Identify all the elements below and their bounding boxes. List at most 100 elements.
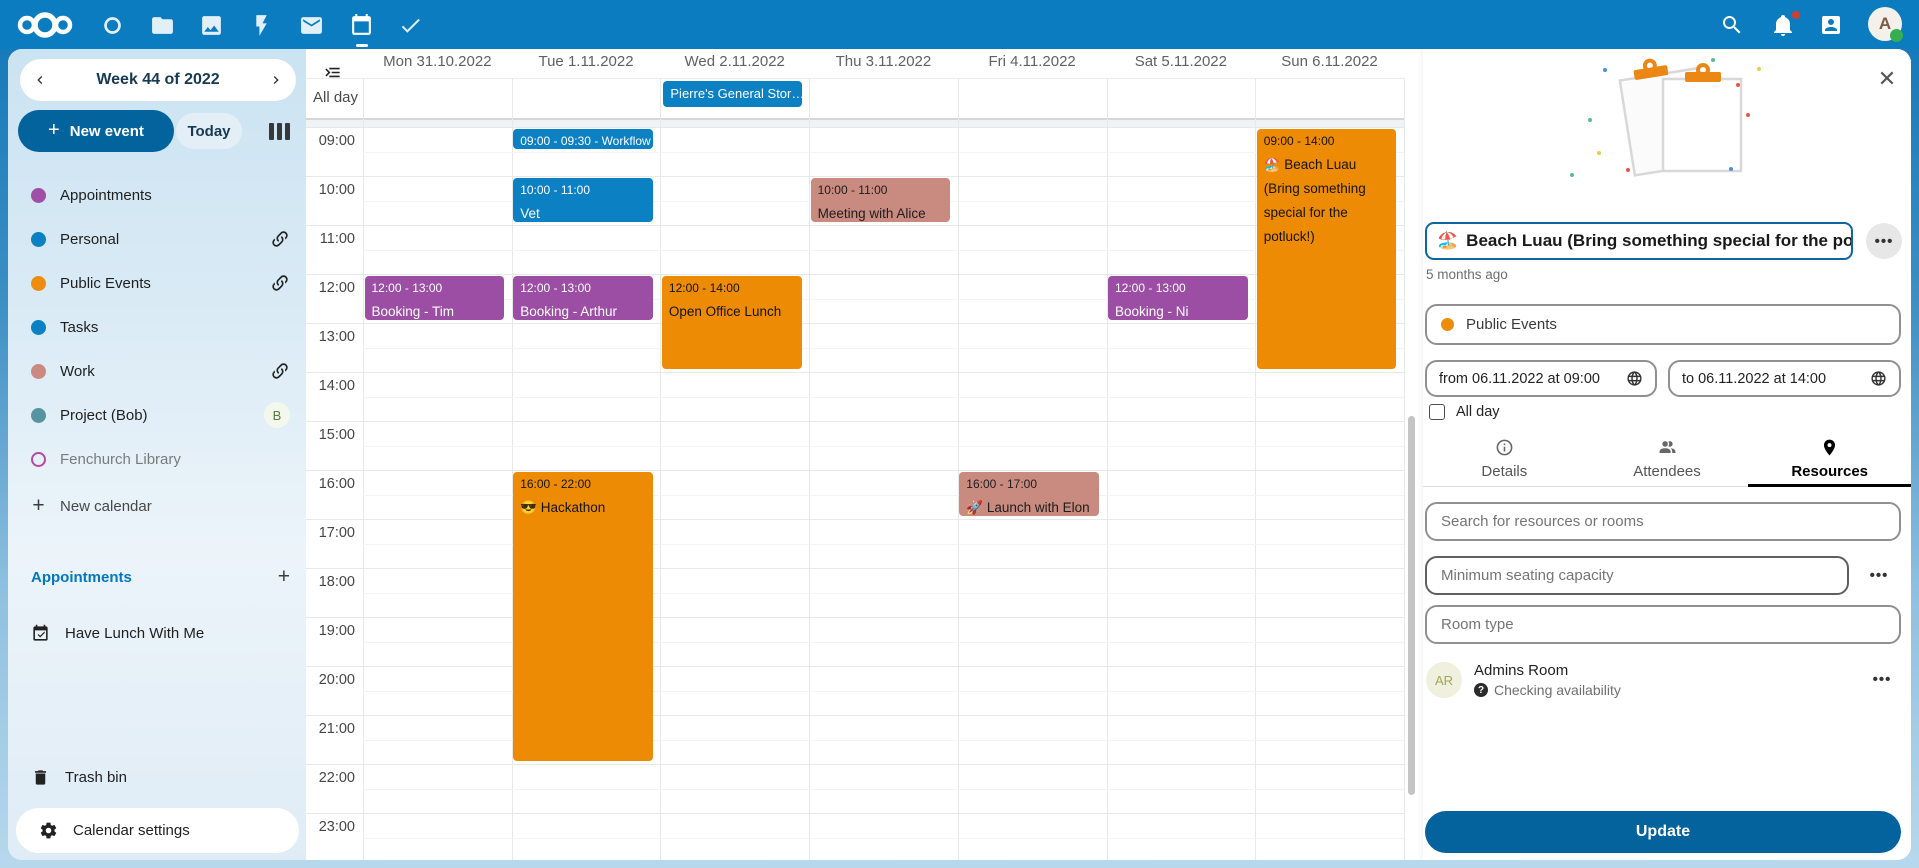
new-event-button[interactable]: + New event [18,110,174,152]
seating-more-actions-button[interactable]: ••• [1861,565,1897,585]
share-link-icon[interactable] [270,229,290,249]
app-content: Week 44 of 2022 + New event Today Appoin… [8,49,1911,860]
vertical-scrollbar[interactable] [1408,416,1415,795]
info-icon [1495,438,1514,457]
hour-label: 22:00 [318,770,355,786]
tab-attendees[interactable]: Attendees [1586,434,1749,488]
event-illustration [1570,58,1761,177]
calendar-event[interactable]: 16:00 - 17:00 🚀 Launch with Elon [959,472,1099,516]
allday-row-label: All day [313,89,359,106]
more-actions-button[interactable]: ••• [1866,223,1902,259]
today-button[interactable]: Today [176,113,242,149]
top-bar: A [0,0,1919,49]
half-hour-gridline [363,298,1404,300]
calendar-app-icon[interactable] [349,12,375,38]
column-divider [1106,78,1108,860]
calendar-list-item[interactable]: Appointments [8,173,306,217]
calendar-name: Personal [60,230,120,248]
view-switcher-icon[interactable] [266,119,292,143]
dashboard-app-icon[interactable] [100,12,126,38]
calendar-list-item[interactable]: Fenchurch Library [8,437,306,481]
update-button[interactable]: Update [1425,811,1901,853]
hour-gridline [306,470,1404,471]
resource-search-input[interactable] [1425,502,1901,541]
event-title-input[interactable]: 🏖️ Beach Luau (Bring something special f… [1425,222,1853,260]
half-hour-gridline [363,592,1404,594]
calendar-list-item[interactable]: Tasks [8,305,306,349]
people-icon [1658,438,1677,457]
column-divider [660,78,662,860]
day-header: Thu 3.11.2022 [835,53,932,70]
event-time: 12:00 - 13:00 [371,281,443,295]
add-appointment-config-button[interactable]: + [277,565,290,588]
hour-label: 11:00 [319,231,355,247]
activity-app-icon[interactable] [249,12,275,38]
hour-label: 21:00 [318,721,355,737]
calendar-list-item[interactable]: Public Events [8,261,306,305]
question-mark-icon: ? [1474,683,1488,697]
half-hour-gridline [363,151,1404,153]
calendar-color-dot [31,231,46,247]
calendar-event[interactable]: 16:00 - 22:00 😎 Hackathon [513,472,653,761]
calendar-event[interactable]: 12:00 - 13:00 Booking - Ni (Knights [1108,276,1248,320]
calendar-list-item[interactable]: Personal [8,217,306,261]
previous-week-button[interactable] [20,59,60,101]
allday-event[interactable]: Pierre's General Stor… [663,81,803,107]
end-datetime-input[interactable]: to 06.11.2022 at 14:00 [1668,360,1901,397]
notifications-bell-icon[interactable] [1771,12,1797,38]
tab-resources[interactable]: Resources [1748,434,1911,488]
calendar-settings-button[interactable]: Calendar settings [16,808,299,853]
event-title: 😎 Hackathon [520,500,606,515]
trash-bin-button[interactable]: Trash bin [8,755,306,799]
room-status-label: Checking availability [1494,682,1621,698]
calendar-event[interactable]: 10:00 - 11:00 Vet [513,178,653,222]
search-icon[interactable] [1720,12,1746,38]
allday-checkbox-row[interactable]: All day [1429,404,1500,420]
share-link-icon[interactable] [270,273,290,293]
start-datetime-input[interactable]: from 06.11.2022 at 09:00 [1425,360,1657,397]
files-app-icon[interactable] [150,12,176,38]
calendar-select[interactable]: Public Events [1425,304,1901,345]
calendar-event[interactable]: 12:00 - 13:00 Booking - Tim (Wizard) [364,276,505,320]
room-type-input[interactable] [1425,605,1901,644]
calendar-list-item[interactable]: Project (Bob) B [8,393,306,437]
calendar-week-view: All day Mon 31.10.2022 Tue 1.11.2022 Wed 2… [306,49,1423,860]
calendar-event[interactable]: 12:00 - 14:00 Open Office Lunch [661,276,802,369]
hour-label: 12:00 [318,280,355,296]
allday-checkbox[interactable] [1429,404,1445,420]
hour-gridline [306,372,1404,373]
room-avatar: AR [1426,662,1462,698]
calendar-color-dot [1441,318,1454,331]
calendar-event[interactable]: 09:00 - 14:00 🏖️ Beach Luau (Bring someth… [1256,129,1397,369]
calendar-name: Appointments [60,186,152,204]
new-calendar-button[interactable]: + New calendar [32,494,152,517]
tasks-app-icon[interactable] [398,12,424,38]
hour-label: 10:00 [318,182,355,198]
column-divider [957,78,959,860]
seating-capacity-input[interactable] [1425,556,1849,595]
event-time: 10:00 - 11:00 [817,183,888,197]
calendar-event[interactable]: 09:00 - 09:30 - Workflow [513,129,653,149]
collapse-allday-icon[interactable] [323,63,342,82]
shared-by-avatar: B [264,402,290,428]
contacts-icon[interactable] [1819,12,1845,38]
appointment-item[interactable]: Have Lunch With Me [8,611,306,655]
half-hour-gridline [363,347,1404,349]
share-link-icon[interactable] [270,361,290,381]
tab-details[interactable]: Details [1423,434,1586,488]
mail-app-icon[interactable] [299,12,325,38]
event-time: 12:00 - 13:00 [1115,281,1186,295]
plus-icon: + [48,118,60,141]
room-more-actions-button[interactable]: ••• [1864,669,1900,689]
calendar-name: Tasks [60,318,99,336]
day-header: Sun 6.11.2022 [1281,53,1378,70]
nextcloud-logo[interactable] [14,10,76,40]
calendar-event[interactable]: 12:00 - 13:00 Booking - Arthur Dent [513,276,653,320]
calendar-list-item[interactable]: Work [8,349,306,393]
photos-app-icon[interactable] [199,12,225,38]
hour-gridline [306,519,1404,520]
appointments-list: Have Lunch With Me [8,611,306,655]
close-icon[interactable]: ✕ [1873,65,1901,93]
calendar-event[interactable]: 10:00 - 11:00 Meeting with Alice [810,178,951,222]
next-week-button[interactable] [256,59,296,101]
